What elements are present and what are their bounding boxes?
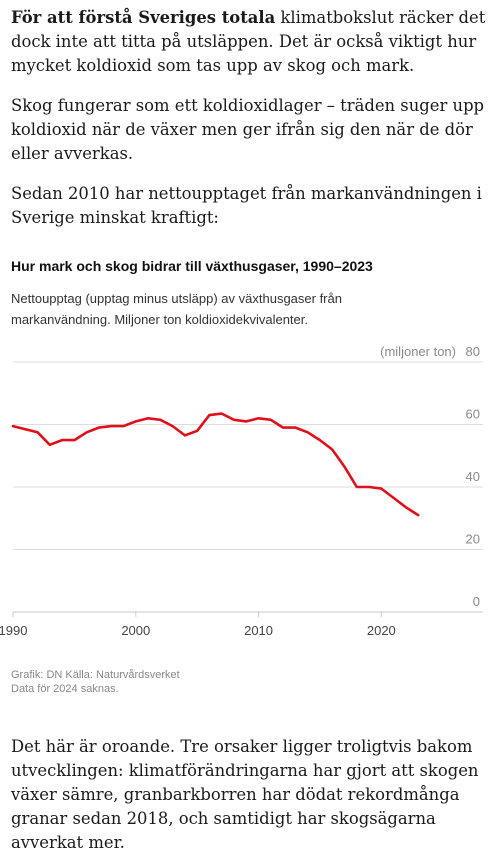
x-tick-label: 2020	[367, 623, 396, 638]
y-unit-label: (miljoner ton)	[380, 344, 456, 359]
x-axis-ticks: 1990 2000 2010 2020	[0, 612, 396, 638]
intro-lead: För att förstå Sveriges totala	[11, 8, 276, 27]
y-axis-ticks: 0 20 40 60 80 (miljoner ton)	[380, 344, 480, 609]
line-chart: 0 20 40 60 80 (miljoner ton) 1990 2000 2010 2020	[0, 344, 483, 638]
series-line	[11, 412, 420, 517]
chart-title: Hur mark och skog bidrar till växthusgas…	[11, 258, 373, 274]
chart-source: Grafik: DN Källa: Naturvårdsverket	[11, 669, 180, 681]
article-page: För att förstå Sveriges totala klimatbok…	[0, 6, 487, 852]
y-tick-label: 40	[466, 469, 480, 484]
x-tick-label: 2010	[244, 623, 273, 638]
intro-rest: klimatbokslut räcker det dock inte att t…	[11, 8, 486, 75]
y-tick-label: 60	[466, 407, 480, 422]
x-tick-label: 2000	[121, 623, 150, 638]
conclusion-paragraph: Det här är oroande. Tre orsaker ligger t…	[11, 737, 479, 852]
trend-paragraph: Sedan 2010 har nettoupptaget från markan…	[11, 184, 482, 227]
intro-paragraph: För att förstå Sveriges totala klimatbok…	[11, 6, 487, 78]
y-tick-label: 80	[466, 344, 480, 359]
y-tick-label: 0	[473, 594, 480, 609]
chart-note: Data för 2024 saknas.	[11, 683, 119, 695]
forest-paragraph: Skog fungerar som ett koldioxidlager – t…	[11, 96, 485, 163]
chart-gridlines	[13, 361, 483, 613]
x-tick-label: 1990	[0, 623, 27, 638]
y-tick-label: 20	[466, 532, 480, 547]
chart-subtitle: Nettoupptag (upptag minus utsläpp) av vä…	[11, 291, 342, 327]
chart-credits: Grafik: DN Källa: Naturvårdsverket Data …	[11, 668, 180, 696]
chart-series	[11, 412, 420, 517]
